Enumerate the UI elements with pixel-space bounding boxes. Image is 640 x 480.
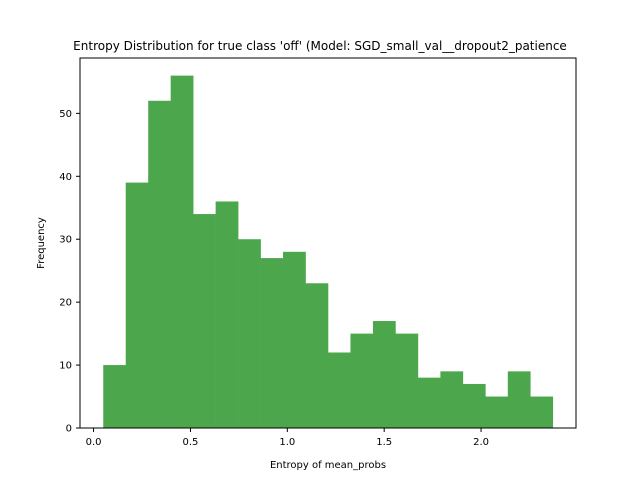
histogram-bar (462, 383, 486, 428)
y-tick-label: 40 (59, 172, 72, 183)
x-tick-label: 2.0 (473, 437, 489, 448)
histogram-bar (215, 201, 239, 428)
y-axis-ticks: 0 10 20 30 40 50 (59, 109, 80, 435)
histogram-bar (530, 396, 554, 428)
y-tick-label: 50 (59, 109, 72, 120)
histogram-bar (238, 239, 261, 428)
histogram-bars (103, 75, 554, 428)
x-tick-label: 0.5 (182, 437, 198, 448)
y-tick-label: 10 (59, 361, 72, 372)
histogram-bar (417, 377, 441, 428)
y-axis-label: Frequency (36, 217, 47, 269)
y-tick-label: 20 (59, 298, 72, 309)
histogram-bar (170, 75, 194, 428)
x-tick-label: 1.0 (279, 437, 295, 448)
histogram-bar (305, 283, 329, 428)
x-tick-label: 1.5 (376, 437, 392, 448)
histogram-bar (103, 365, 127, 428)
histogram-bar (148, 100, 171, 428)
x-tick-label: 0.0 (86, 437, 102, 448)
histogram-bar (395, 333, 419, 428)
y-tick-label: 0 (66, 424, 72, 435)
y-tick-label: 30 (59, 235, 72, 246)
histogram-bar (260, 258, 284, 428)
histogram-bar (507, 371, 531, 428)
histogram-bar (350, 333, 374, 428)
histogram-bar (283, 251, 306, 428)
plot-frame (79, 57, 577, 429)
x-axis-label: Entropy of mean_probs (270, 460, 386, 471)
x-axis-ticks: 0.0 0.5 1.0 1.5 2.0 (86, 428, 489, 448)
histogram-bar (125, 182, 149, 428)
histogram-bar (328, 352, 351, 428)
histogram-bar (193, 214, 216, 428)
chart-title: Entropy Distribution for true class 'off… (73, 39, 567, 53)
histogram-bar (485, 396, 509, 428)
histogram-bar (440, 371, 464, 428)
histogram-bar (372, 321, 396, 428)
